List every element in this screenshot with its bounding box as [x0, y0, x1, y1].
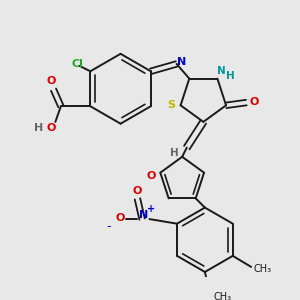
Text: O: O	[46, 123, 56, 133]
Text: O: O	[250, 97, 259, 107]
Text: N: N	[217, 66, 225, 76]
Text: +: +	[147, 204, 155, 214]
Text: CH₃: CH₃	[253, 264, 271, 274]
Text: CH₃: CH₃	[213, 292, 231, 300]
Text: O: O	[146, 171, 156, 182]
Text: O: O	[47, 76, 56, 86]
Text: O: O	[133, 186, 142, 196]
Text: H: H	[226, 71, 235, 81]
Text: Cl: Cl	[71, 59, 83, 69]
Text: S: S	[167, 100, 175, 110]
Text: O: O	[115, 213, 125, 223]
Text: H: H	[170, 148, 179, 158]
Text: H: H	[34, 123, 44, 133]
Text: -: -	[107, 220, 111, 233]
Text: N: N	[139, 210, 148, 220]
Text: N: N	[178, 57, 187, 67]
